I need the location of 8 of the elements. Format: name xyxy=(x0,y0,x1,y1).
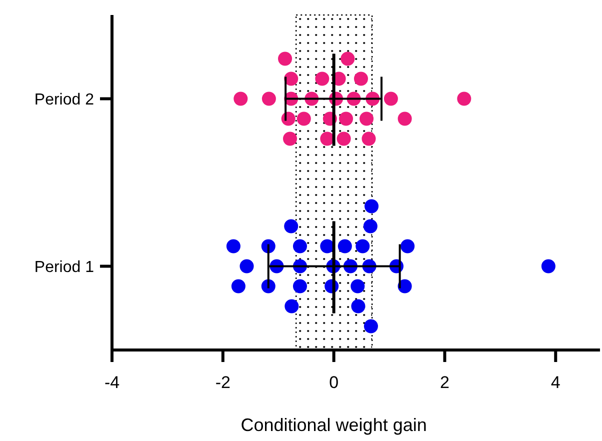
x-tick-label: 4 xyxy=(550,373,560,392)
y-tick-label: Period 1 xyxy=(34,258,94,276)
x-axis-title: Conditional weight gain xyxy=(240,415,427,435)
x-tick-label: 0 xyxy=(329,373,339,392)
x-tick-label: 2 xyxy=(440,373,450,392)
x-tick-label: -2 xyxy=(215,373,230,392)
y-tick-label: Period 2 xyxy=(34,91,94,108)
x-tick-label: -4 xyxy=(104,373,120,392)
